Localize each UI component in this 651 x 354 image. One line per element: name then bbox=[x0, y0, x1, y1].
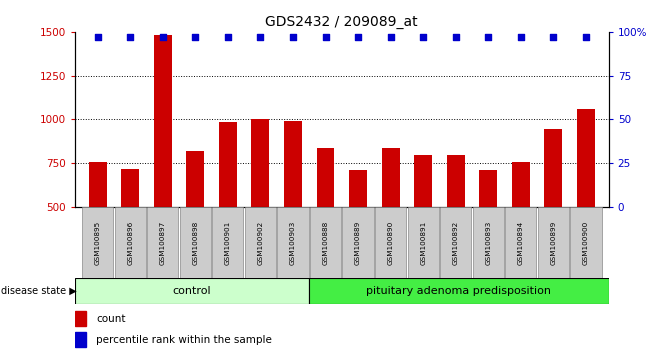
FancyBboxPatch shape bbox=[538, 207, 569, 278]
FancyBboxPatch shape bbox=[440, 207, 471, 278]
Text: control: control bbox=[173, 286, 212, 296]
Bar bbox=[219, 122, 237, 207]
Point bbox=[418, 34, 428, 40]
FancyBboxPatch shape bbox=[75, 278, 309, 304]
Bar bbox=[349, 170, 367, 207]
FancyBboxPatch shape bbox=[505, 207, 536, 278]
Title: GDS2432 / 209089_at: GDS2432 / 209089_at bbox=[266, 16, 418, 29]
Bar bbox=[447, 155, 465, 207]
FancyBboxPatch shape bbox=[342, 207, 374, 278]
Point bbox=[385, 34, 396, 40]
Text: GSM100903: GSM100903 bbox=[290, 220, 296, 265]
FancyBboxPatch shape bbox=[82, 207, 113, 278]
Point bbox=[223, 34, 233, 40]
Point bbox=[92, 34, 103, 40]
Bar bbox=[251, 119, 270, 207]
Text: pituitary adenoma predisposition: pituitary adenoma predisposition bbox=[367, 286, 551, 296]
FancyBboxPatch shape bbox=[147, 207, 178, 278]
Bar bbox=[316, 148, 335, 207]
Text: count: count bbox=[96, 314, 126, 324]
Text: GSM100901: GSM100901 bbox=[225, 220, 231, 265]
Point bbox=[581, 34, 591, 40]
FancyBboxPatch shape bbox=[212, 207, 243, 278]
Text: GSM100896: GSM100896 bbox=[127, 220, 133, 265]
Text: GSM100891: GSM100891 bbox=[420, 220, 426, 265]
Text: percentile rank within the sample: percentile rank within the sample bbox=[96, 335, 272, 345]
Point bbox=[483, 34, 493, 40]
Bar bbox=[544, 129, 562, 207]
Point bbox=[288, 34, 298, 40]
Bar bbox=[577, 109, 595, 207]
Point bbox=[548, 34, 559, 40]
FancyBboxPatch shape bbox=[277, 207, 309, 278]
Text: GSM100890: GSM100890 bbox=[387, 220, 394, 265]
Bar bbox=[512, 162, 530, 207]
Point bbox=[125, 34, 135, 40]
FancyBboxPatch shape bbox=[309, 278, 609, 304]
FancyBboxPatch shape bbox=[473, 207, 504, 278]
Text: disease state ▶: disease state ▶ bbox=[1, 286, 77, 296]
Text: GSM100888: GSM100888 bbox=[322, 220, 329, 265]
FancyBboxPatch shape bbox=[310, 207, 341, 278]
FancyBboxPatch shape bbox=[245, 207, 276, 278]
Bar bbox=[75, 332, 85, 347]
Bar bbox=[121, 169, 139, 207]
Point bbox=[255, 34, 266, 40]
Bar bbox=[186, 151, 204, 207]
Point bbox=[353, 34, 363, 40]
Point bbox=[450, 34, 461, 40]
Bar bbox=[381, 148, 400, 207]
Bar bbox=[414, 154, 432, 207]
Bar bbox=[479, 170, 497, 207]
Text: GSM100898: GSM100898 bbox=[192, 220, 199, 265]
FancyBboxPatch shape bbox=[115, 207, 146, 278]
Text: GSM100899: GSM100899 bbox=[550, 220, 557, 265]
Text: GSM100902: GSM100902 bbox=[257, 220, 264, 265]
Text: GSM100895: GSM100895 bbox=[94, 220, 101, 265]
Point bbox=[516, 34, 526, 40]
Text: GSM100894: GSM100894 bbox=[518, 220, 524, 265]
FancyBboxPatch shape bbox=[408, 207, 439, 278]
Bar bbox=[89, 161, 107, 207]
Text: GSM100900: GSM100900 bbox=[583, 220, 589, 265]
Bar bbox=[154, 35, 172, 207]
Text: GSM100889: GSM100889 bbox=[355, 220, 361, 265]
Text: GSM100893: GSM100893 bbox=[485, 220, 492, 265]
FancyBboxPatch shape bbox=[375, 207, 406, 278]
FancyBboxPatch shape bbox=[180, 207, 211, 278]
Point bbox=[320, 34, 331, 40]
Text: GSM100897: GSM100897 bbox=[159, 220, 166, 265]
Point bbox=[158, 34, 168, 40]
FancyBboxPatch shape bbox=[570, 207, 602, 278]
Point bbox=[190, 34, 201, 40]
Bar bbox=[75, 311, 85, 326]
Text: GSM100892: GSM100892 bbox=[452, 220, 459, 265]
Bar bbox=[284, 121, 302, 207]
